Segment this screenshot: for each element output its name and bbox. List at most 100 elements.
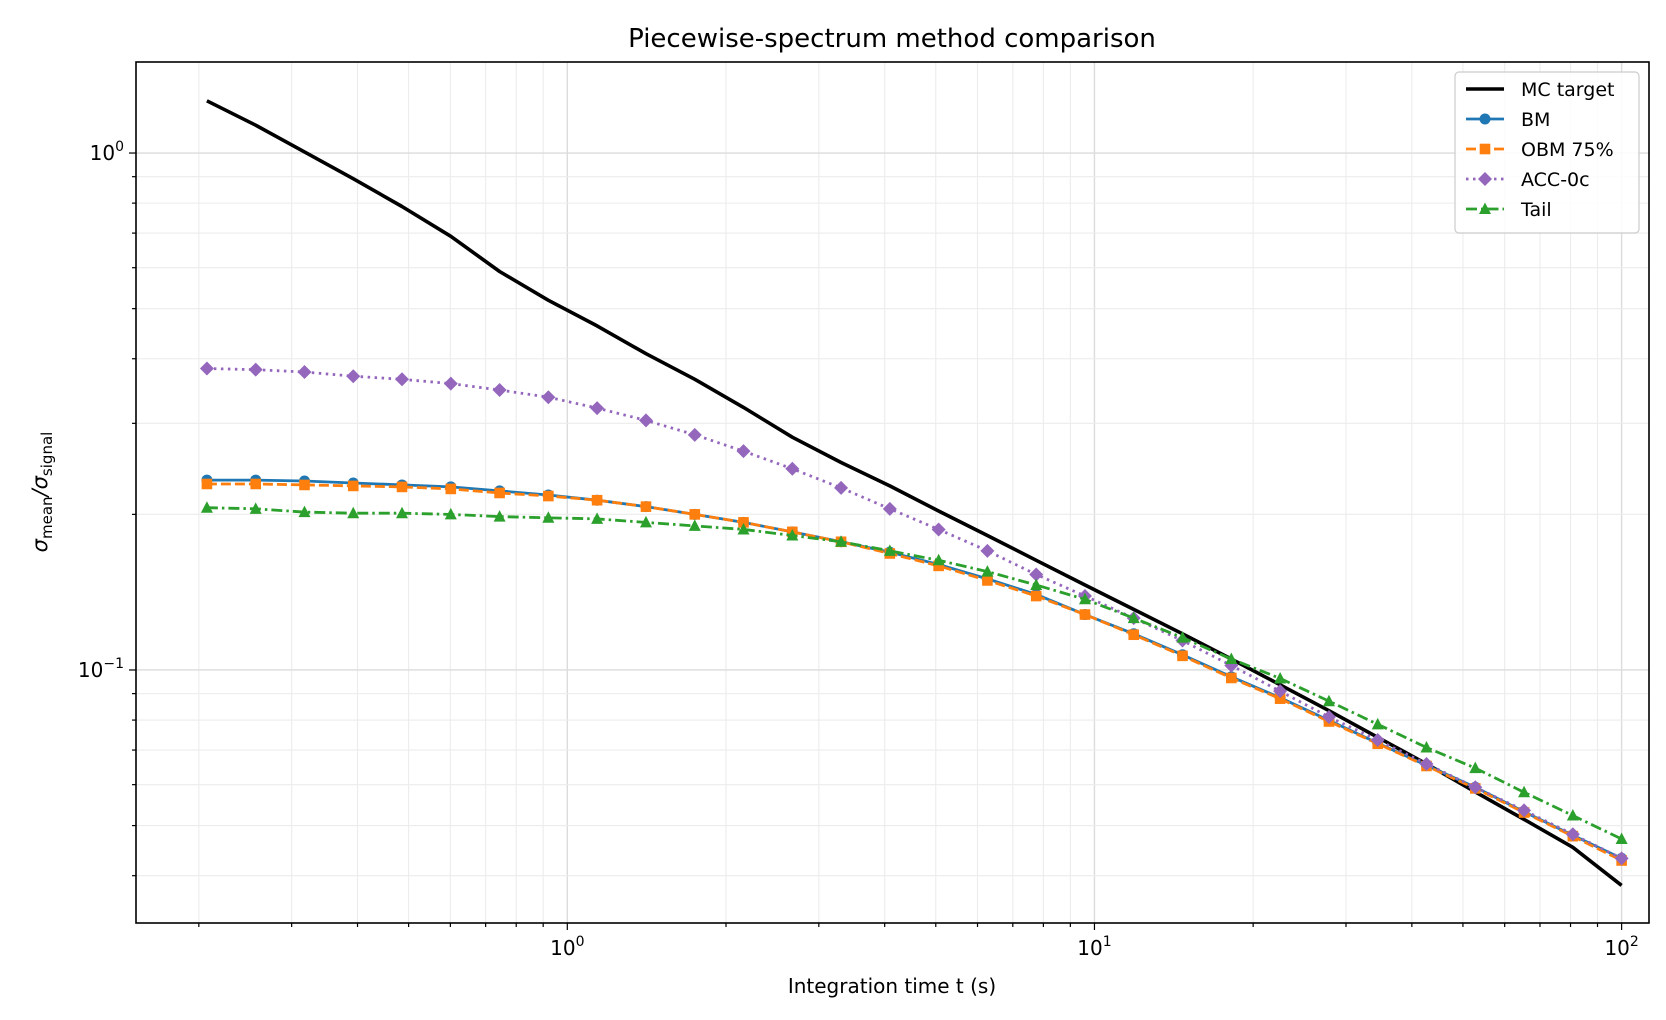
x-tick-label: 101 (1077, 934, 1111, 960)
data-point-obm-75 (1274, 693, 1286, 704)
data-point-obm-75 (1177, 650, 1188, 662)
data-point-acc-0c (1321, 710, 1336, 725)
data-point-acc-0c (834, 480, 849, 495)
data-point-obm-75 (738, 517, 749, 528)
data-point-tail (1127, 611, 1140, 624)
x-tick-base: 10 (550, 936, 575, 960)
data-point-obm-75 (640, 501, 652, 512)
data-point-acc-0c (297, 365, 312, 380)
data-point-acc-0c (443, 376, 458, 391)
data-point-tail (396, 506, 409, 519)
data-point-tail (1518, 785, 1531, 798)
data-point-obm-75 (396, 481, 408, 493)
data-point-acc-0c (687, 427, 702, 442)
legend-box (1454, 71, 1640, 234)
series-acc-0c (199, 361, 1629, 866)
y-tick-exponent: −1 (103, 656, 124, 672)
data-point-tail (200, 501, 213, 513)
series-line-acc-0c (206, 367, 1623, 860)
data-point-obm-75 (201, 478, 213, 490)
x-tick-label: 100 (550, 934, 584, 960)
data-point-tail (1615, 832, 1628, 845)
plot-frame (135, 61, 1650, 924)
series-line-tail (206, 506, 1623, 841)
series-line-mc-target (206, 99, 1623, 887)
data-point-tail (1274, 671, 1287, 684)
data-point-obm-75 (591, 494, 603, 506)
data-point-tail (1371, 717, 1384, 730)
data-point-obm-75 (299, 479, 310, 491)
data-point-acc-0c (395, 372, 410, 387)
data-point-tail (688, 519, 701, 531)
data-point-acc-0c (1517, 803, 1532, 818)
legend-marker-obm-75 (1479, 143, 1491, 155)
data-point-obm-75 (1226, 672, 1237, 684)
legend-label-acc-0c: ACC-0c (1521, 169, 1590, 191)
legend-marker-acc-0c (1478, 172, 1492, 186)
data-point-acc-0c (882, 501, 897, 516)
x-tick-exponent: 1 (1103, 934, 1112, 950)
data-point-obm-75 (250, 478, 262, 490)
data-point-obm-75 (543, 490, 554, 502)
data-point-acc-0c (346, 369, 361, 384)
y-axis-label: σmean/σsignal (28, 432, 56, 553)
y-tick-base: 10 (90, 141, 115, 165)
data-point-tail (493, 510, 506, 522)
data-point-acc-0c (492, 383, 507, 398)
data-point-tail (1030, 578, 1043, 591)
data-point-acc-0c (541, 390, 556, 405)
legend-marker-bm (1479, 113, 1491, 125)
data-point-obm-75 (445, 483, 457, 495)
data-point-acc-0c (1370, 733, 1385, 748)
data-point-acc-0c (1273, 684, 1288, 699)
data-point-acc-0c (931, 522, 946, 537)
data-point-acc-0c (1468, 780, 1483, 795)
data-point-obm-75 (1030, 590, 1042, 602)
x-tick-base: 10 (1604, 936, 1629, 960)
y-tick-label: 100 (90, 139, 124, 165)
legend: MC target BM OBM 75% ACC-0c Tail (1454, 71, 1640, 234)
x-axis-label: Integration time t (s) (788, 974, 996, 998)
series-line-obm-75 (206, 482, 1623, 862)
data-point-obm-75 (494, 487, 505, 499)
legend-item-tail: Tail (1466, 199, 1552, 221)
series-mc-target (206, 99, 1623, 887)
legend-label-tail: Tail (1520, 199, 1552, 221)
data-point-acc-0c (1614, 851, 1629, 866)
legend-label-obm-75: OBM 75% (1521, 139, 1614, 161)
data-point-tail (1566, 808, 1579, 821)
legend-item-mc-target: MC target (1466, 79, 1614, 101)
data-point-tail (249, 502, 262, 514)
data-point-obm-75 (347, 480, 359, 492)
data-point-acc-0c (590, 401, 605, 416)
y-tick-base: 10 (78, 658, 103, 682)
data-point-tail (932, 553, 945, 566)
data-point-acc-0c (980, 543, 995, 558)
series-bm (201, 474, 1628, 864)
data-point-obm-75 (1128, 629, 1140, 641)
data-point-tail (444, 507, 457, 520)
data-point-acc-0c (1565, 827, 1580, 842)
data-point-tail (1420, 741, 1433, 753)
y-tick-label: 10−1 (78, 656, 124, 682)
data-point-obm-75 (933, 560, 944, 572)
data-point-obm-75 (982, 575, 993, 586)
data-point-tail (883, 544, 896, 556)
legend-item-acc-0c: ACC-0c (1466, 169, 1590, 191)
data-point-acc-0c (1419, 756, 1434, 771)
series-layer (199, 99, 1629, 887)
data-point-tail (591, 512, 604, 524)
data-point-acc-0c (199, 361, 214, 376)
chart-title: Piecewise-spectrum method comparison (628, 24, 1156, 54)
data-point-acc-0c (638, 413, 653, 428)
data-point-tail (298, 505, 311, 518)
data-point-obm-75 (689, 509, 701, 520)
data-point-tail (347, 506, 360, 519)
data-point-acc-0c (785, 461, 800, 476)
data-point-tail (1078, 592, 1091, 605)
data-point-tail (786, 529, 799, 541)
grid (136, 62, 1649, 923)
data-point-acc-0c (248, 362, 263, 377)
